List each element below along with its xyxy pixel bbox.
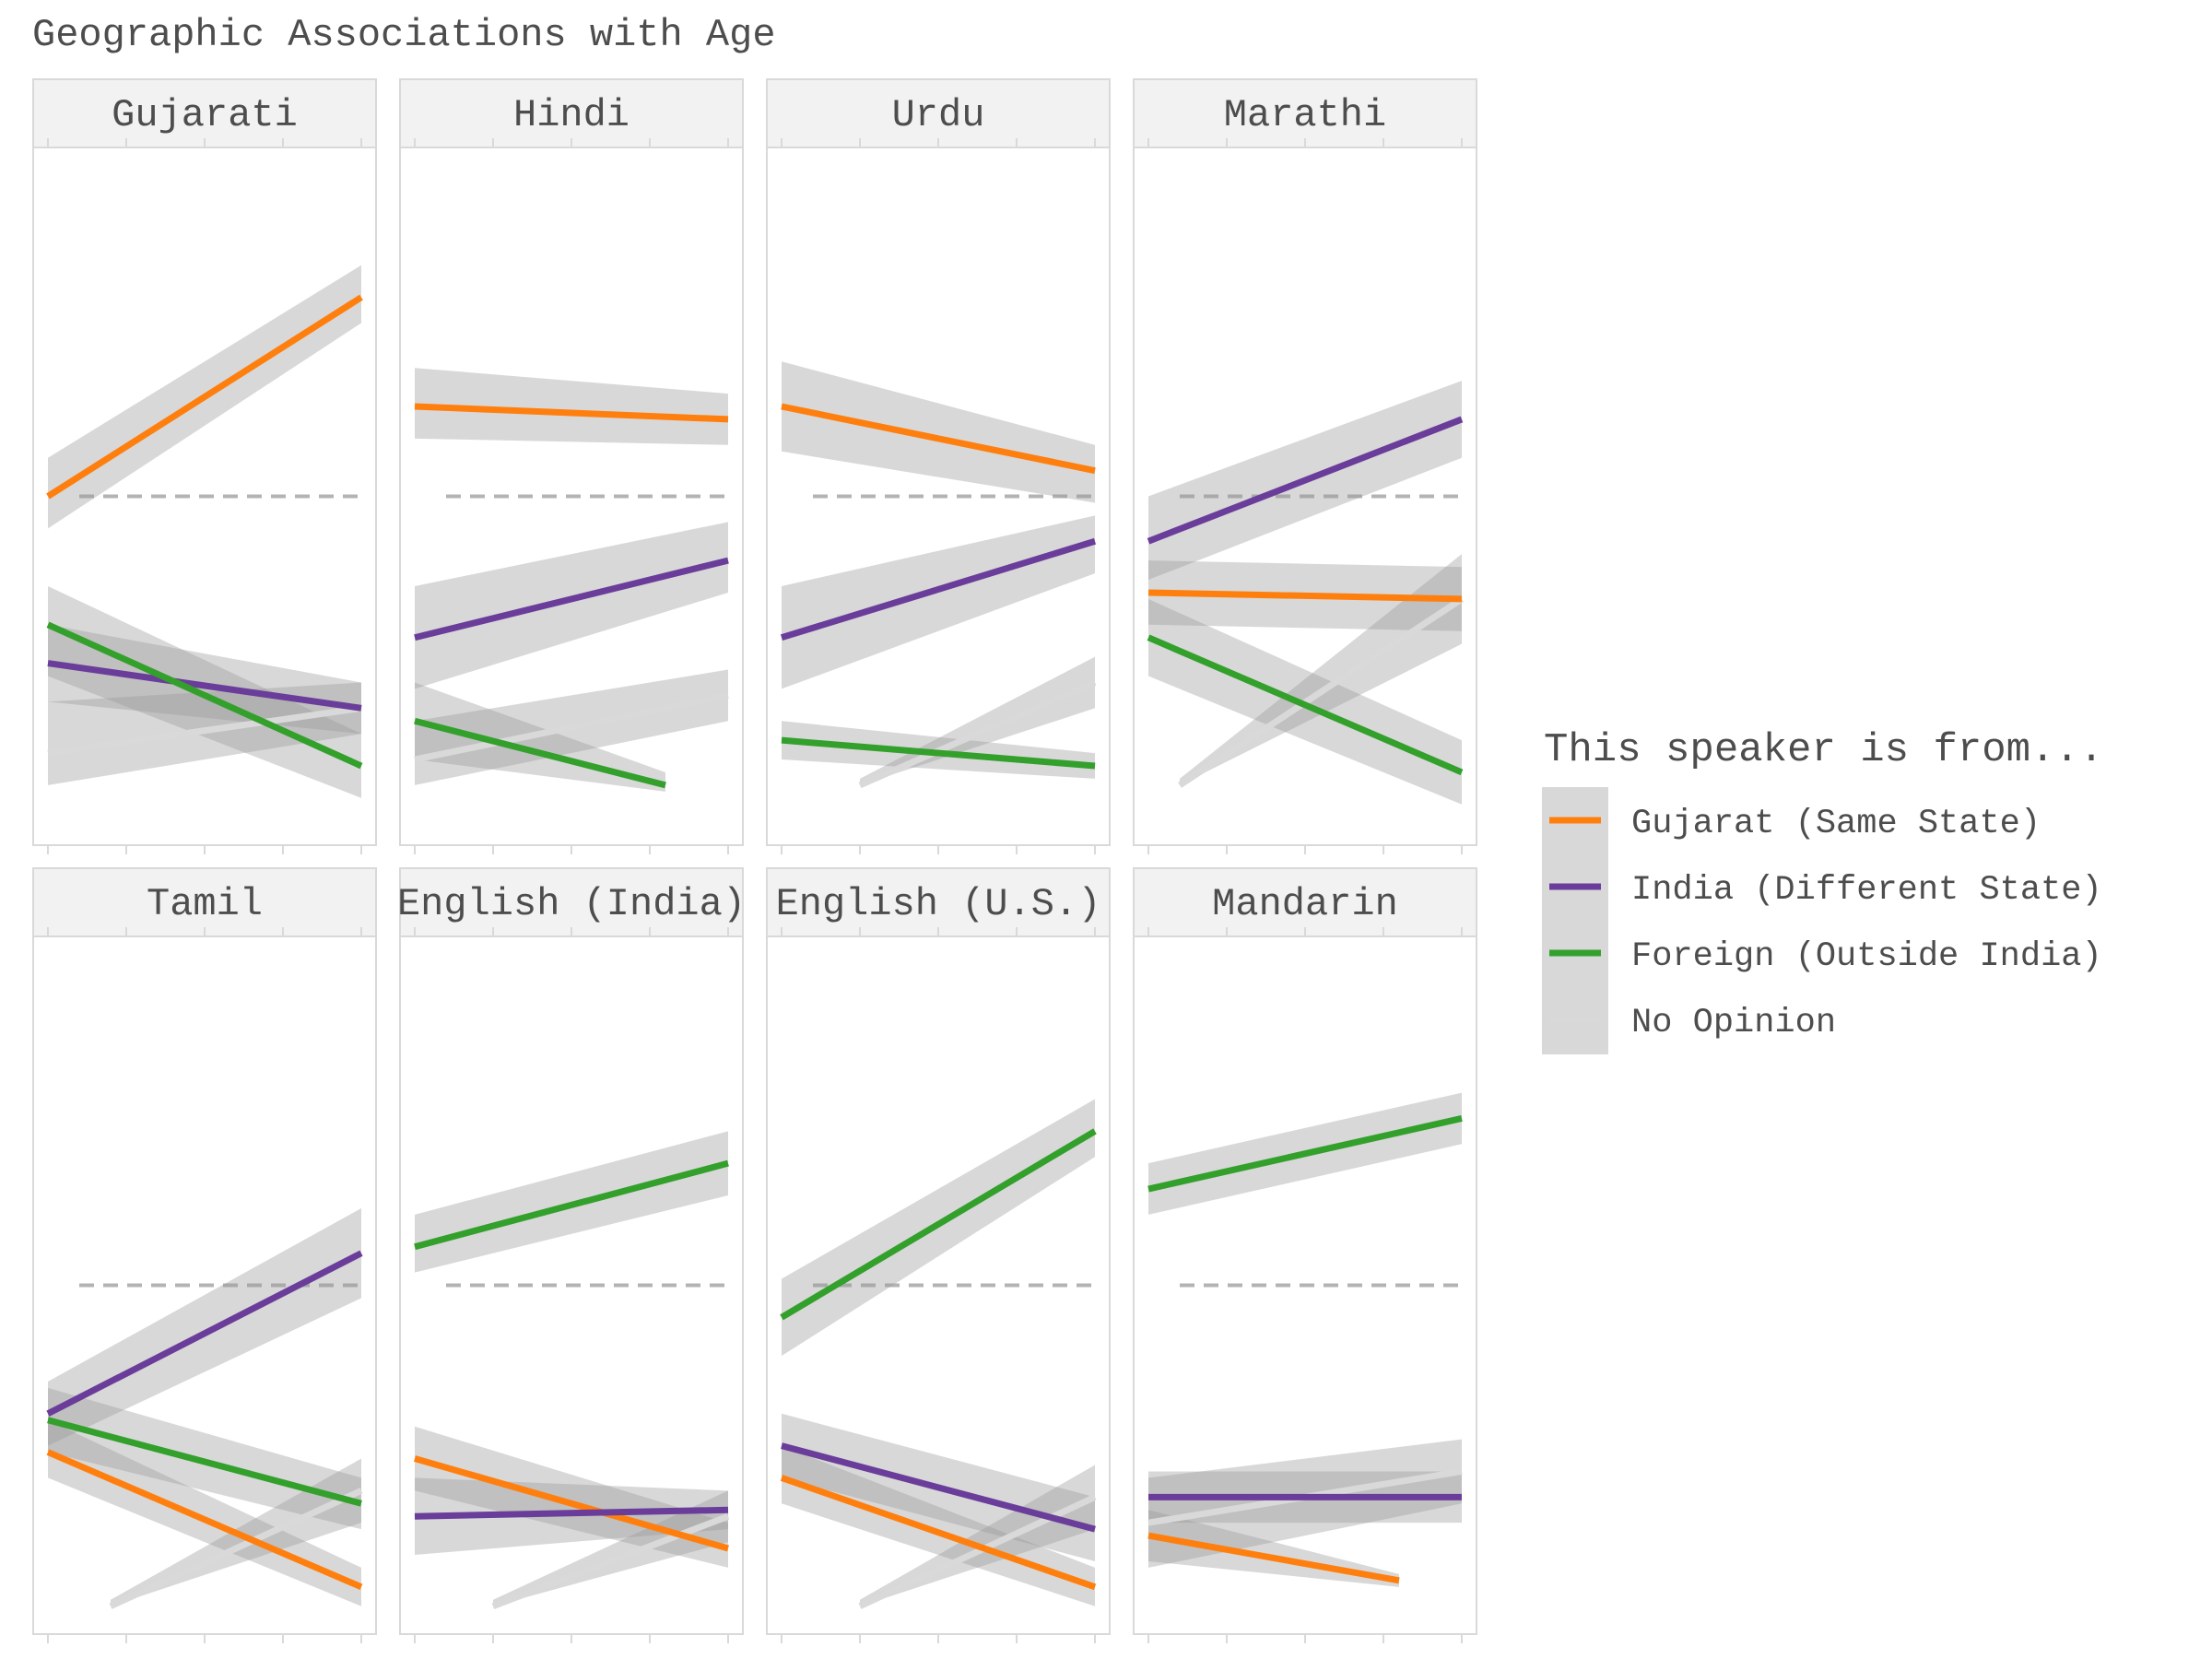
trend-line-gujarat xyxy=(46,1449,363,1591)
strip-background xyxy=(399,78,744,148)
trend-line-foreign xyxy=(414,1159,729,1251)
confidence-band xyxy=(415,1426,728,1568)
trend-line-gujarat xyxy=(1147,589,1463,603)
trend-line-foreign xyxy=(780,1128,1097,1321)
trend-line-foreign xyxy=(414,717,666,789)
confidence-band xyxy=(782,361,1095,503)
strip-background xyxy=(399,867,744,937)
strip-label: Mandarin xyxy=(1212,882,1398,926)
strip-background xyxy=(766,78,1111,148)
confidence-band xyxy=(860,1465,1095,1606)
trend-line-no xyxy=(1178,596,1464,788)
confidence-band xyxy=(782,1445,1095,1606)
trend-line-gujarat xyxy=(1147,1532,1400,1584)
legend-label: India (Different State) xyxy=(1631,871,2102,910)
strip-label: Hindi xyxy=(513,93,629,137)
trend-line-gujarat xyxy=(46,294,363,500)
legend-label: Gujarat (Same State) xyxy=(1631,805,2041,843)
legend-label: No Opinion xyxy=(1631,1004,1836,1042)
trend-line-india xyxy=(414,557,729,641)
legend-key-background xyxy=(1542,787,1608,1054)
strip-label: Marathi xyxy=(1224,93,1386,137)
strip-label: Tamil xyxy=(147,882,263,926)
panel-tamil: Tamil xyxy=(32,867,377,1643)
panel-marathi: Marathi xyxy=(1133,78,1477,854)
confidence-band xyxy=(48,624,361,735)
panel-urdu: Urdu xyxy=(766,78,1111,854)
strip-label: English (U.S.) xyxy=(776,882,1101,926)
strip-label: Urdu xyxy=(892,93,985,137)
confidence-band xyxy=(1180,554,1462,785)
trend-line-no xyxy=(47,704,362,757)
panel-hindi: Hindi xyxy=(399,78,744,854)
trend-line-foreign xyxy=(46,621,363,770)
legend-title: This speaker is from... xyxy=(1544,727,2103,773)
strip-background xyxy=(32,867,377,937)
panel-gujarati: Gujarati xyxy=(32,78,377,854)
confidence-band xyxy=(1148,1439,1462,1568)
trend-line-no xyxy=(109,1488,363,1609)
trend-line-no xyxy=(491,1512,730,1609)
confidence-band xyxy=(48,1419,361,1606)
trend-line-gujarat xyxy=(414,403,729,423)
legend-label: Foreign (Outside India) xyxy=(1631,937,2102,976)
confidence-band xyxy=(415,368,728,445)
trend-line-foreign xyxy=(1147,634,1464,776)
chart-title: Geographic Associations with Age xyxy=(32,13,776,57)
confidence-band xyxy=(48,1207,361,1446)
strip-background xyxy=(32,78,377,148)
strip-label: English (India) xyxy=(397,882,746,926)
trend-line-foreign xyxy=(47,1417,362,1507)
trend-line-no xyxy=(858,1494,1097,1609)
panel-english-u-s: English (U.S.) xyxy=(766,867,1111,1643)
trend-line-india xyxy=(46,1250,363,1417)
strip-background xyxy=(1133,867,1477,937)
confidence-band xyxy=(493,1490,728,1606)
trend-line-india xyxy=(414,1506,729,1520)
trend-line-gujarat xyxy=(781,403,1096,475)
trend-line-gujarat xyxy=(414,1455,729,1552)
legend: This speaker is from... Gujarat (Same St… xyxy=(1542,727,2103,1054)
strip-background xyxy=(766,867,1111,937)
trend-line-foreign xyxy=(781,736,1096,770)
panel-english-india: English (India) xyxy=(397,867,746,1643)
panels: Gujarati Hindi Urdu Marathi Tamil English (In… xyxy=(32,78,1477,1643)
trend-line-india xyxy=(47,660,362,712)
trend-line-india xyxy=(780,537,1097,641)
trend-line-no xyxy=(858,679,1097,789)
strip-label: Gujarati xyxy=(112,93,298,137)
trend-line-foreign xyxy=(1147,1115,1463,1193)
confidence-band xyxy=(415,522,728,689)
trend-line-india xyxy=(1147,416,1464,545)
trend-line-no xyxy=(414,691,729,763)
trend-line-gujarat xyxy=(780,1475,1097,1591)
strip-background xyxy=(1133,78,1477,148)
trend-line-india xyxy=(781,1442,1096,1533)
panel-mandarin: Mandarin xyxy=(1133,867,1477,1643)
confidence-band xyxy=(782,515,1095,689)
